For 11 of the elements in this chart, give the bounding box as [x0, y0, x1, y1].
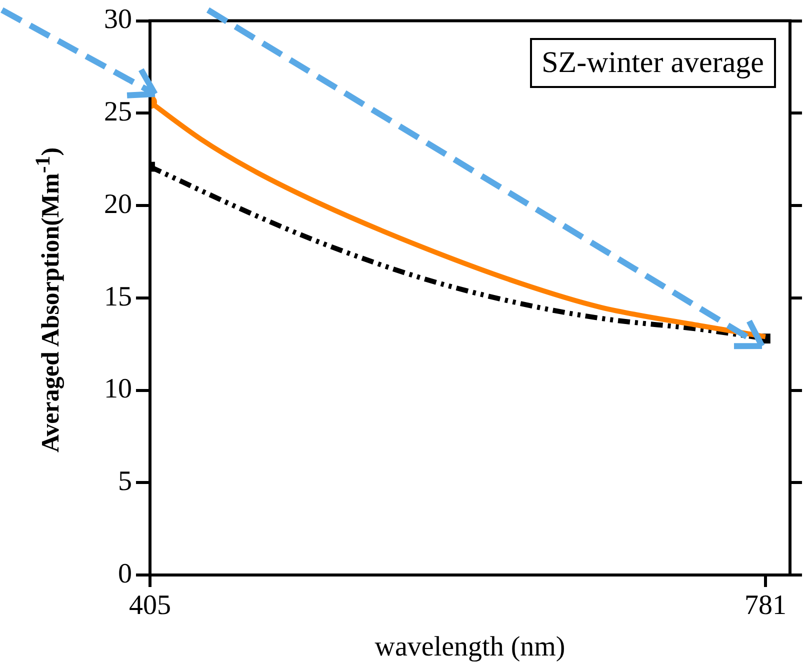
y-tick-label: 5 — [118, 466, 132, 497]
x-tick-label: 781 — [744, 590, 786, 622]
y-tick-label: 25 — [104, 96, 132, 128]
x-axis-title: wavelength (nm) — [374, 632, 566, 663]
y-tick-label: 30 — [104, 4, 132, 36]
y-tick-label: 15 — [104, 281, 132, 312]
x-tick-label: 405 — [129, 590, 171, 622]
y-tick-label: 0 — [118, 558, 132, 590]
y-tick-label: 10 — [104, 374, 132, 405]
annotation: SZ-winter average — [530, 38, 776, 88]
y-tick-label: 20 — [104, 188, 132, 220]
